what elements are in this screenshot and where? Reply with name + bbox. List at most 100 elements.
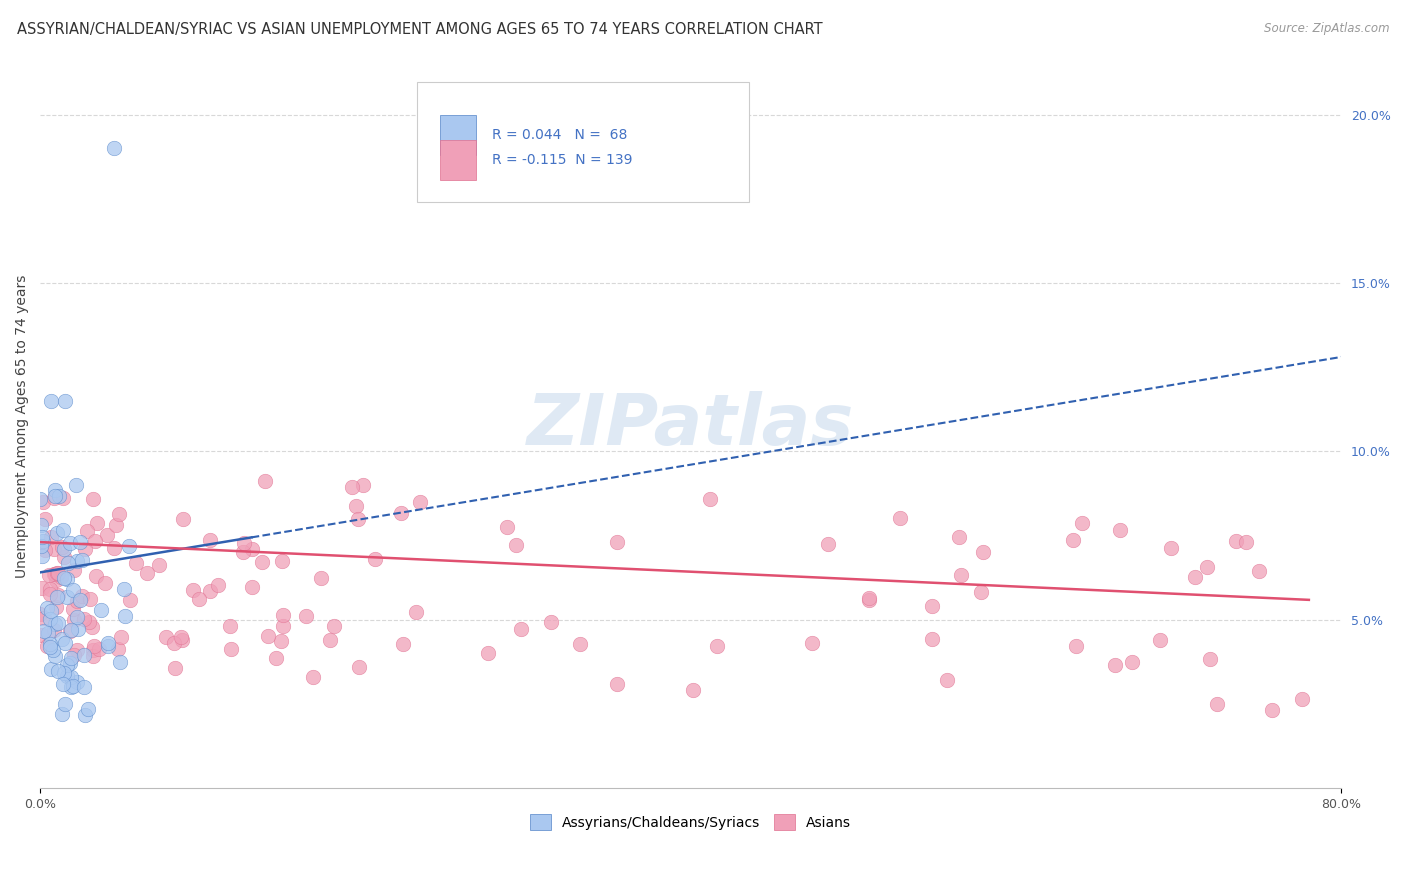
Point bbox=[86, 568, 108, 582]
Point bbox=[79, 592, 101, 607]
Point bbox=[75, 541, 97, 556]
Point bbox=[66, 622, 89, 636]
Point bbox=[496, 520, 519, 534]
Point bbox=[257, 629, 280, 643]
Point bbox=[77, 615, 100, 630]
Point bbox=[1149, 632, 1171, 647]
Point bbox=[606, 677, 628, 691]
Point bbox=[181, 583, 204, 598]
Point bbox=[46, 566, 69, 580]
Point bbox=[322, 619, 344, 633]
Point bbox=[56, 669, 79, 683]
Point bbox=[108, 507, 131, 521]
Point bbox=[82, 643, 104, 657]
Point bbox=[93, 576, 115, 591]
Point bbox=[44, 648, 66, 663]
Point bbox=[42, 567, 65, 582]
Point bbox=[38, 637, 60, 651]
Point bbox=[198, 533, 221, 547]
Point bbox=[46, 526, 69, 541]
Point bbox=[41, 642, 63, 657]
Point bbox=[62, 680, 84, 694]
Point bbox=[56, 657, 79, 672]
Point bbox=[309, 571, 332, 585]
Point bbox=[31, 581, 53, 595]
Point bbox=[44, 567, 66, 582]
Point bbox=[105, 517, 128, 532]
Point bbox=[352, 478, 374, 492]
Point bbox=[30, 492, 52, 507]
Point bbox=[110, 631, 132, 645]
Point bbox=[858, 592, 880, 607]
Point bbox=[59, 536, 82, 550]
Point bbox=[31, 549, 53, 564]
Point bbox=[70, 589, 93, 603]
Point bbox=[1062, 533, 1084, 547]
Text: ASSYRIAN/CHALDEAN/SYRIAC VS ASIAN UNEMPLOYMENT AMONG AGES 65 TO 74 YEARS CORRELA: ASSYRIAN/CHALDEAN/SYRIAC VS ASIAN UNEMPL… bbox=[17, 22, 823, 37]
Point bbox=[39, 582, 62, 597]
Text: ZIPatlas: ZIPatlas bbox=[527, 392, 855, 460]
Point bbox=[349, 660, 371, 674]
Point bbox=[477, 647, 499, 661]
Point bbox=[73, 612, 96, 626]
Point bbox=[250, 555, 273, 569]
Point bbox=[41, 604, 63, 618]
Point bbox=[1184, 570, 1206, 584]
Point bbox=[606, 535, 628, 549]
Point bbox=[63, 563, 86, 577]
Point bbox=[46, 664, 69, 678]
Point bbox=[1071, 516, 1094, 531]
Point bbox=[540, 615, 562, 629]
Point bbox=[59, 671, 82, 685]
Point bbox=[55, 393, 77, 408]
Point bbox=[699, 491, 721, 506]
Point bbox=[37, 601, 59, 615]
Point bbox=[1205, 697, 1227, 711]
Point bbox=[56, 556, 79, 570]
Point bbox=[188, 592, 211, 607]
Point bbox=[107, 641, 129, 656]
Point bbox=[73, 648, 96, 663]
Point bbox=[155, 630, 177, 644]
Point bbox=[232, 545, 254, 559]
Point bbox=[125, 556, 148, 570]
Text: R = 0.044   N =  68: R = 0.044 N = 68 bbox=[492, 128, 627, 142]
Point bbox=[46, 588, 69, 602]
Point bbox=[264, 651, 287, 665]
Point bbox=[66, 554, 89, 568]
Point bbox=[42, 623, 65, 637]
Point bbox=[51, 540, 73, 554]
Point bbox=[1291, 692, 1313, 706]
Point bbox=[70, 553, 93, 567]
Point bbox=[82, 492, 104, 507]
Point bbox=[1121, 655, 1143, 669]
Point bbox=[89, 603, 111, 617]
Point bbox=[62, 602, 84, 616]
Point bbox=[82, 648, 104, 663]
Point bbox=[344, 500, 367, 514]
FancyBboxPatch shape bbox=[418, 82, 749, 202]
Point bbox=[30, 607, 52, 621]
Point bbox=[56, 572, 79, 586]
Point bbox=[73, 681, 96, 695]
Point bbox=[34, 624, 56, 638]
Point bbox=[392, 636, 415, 650]
Point bbox=[37, 640, 59, 654]
Point bbox=[38, 611, 60, 625]
Point bbox=[53, 636, 76, 650]
Point bbox=[706, 639, 728, 653]
Point bbox=[66, 643, 89, 657]
Point bbox=[242, 541, 264, 556]
Point bbox=[86, 516, 108, 530]
Point bbox=[118, 539, 141, 553]
Point bbox=[60, 651, 83, 665]
Point bbox=[30, 539, 52, 553]
Point bbox=[30, 517, 52, 532]
Point bbox=[59, 624, 82, 638]
Point bbox=[1064, 639, 1087, 653]
Point bbox=[170, 631, 193, 645]
Point bbox=[1195, 560, 1218, 574]
Point bbox=[83, 639, 105, 653]
Point bbox=[219, 642, 242, 657]
Point bbox=[42, 491, 65, 505]
